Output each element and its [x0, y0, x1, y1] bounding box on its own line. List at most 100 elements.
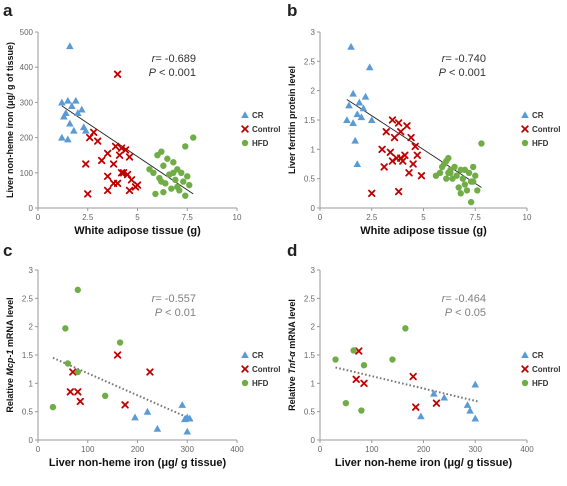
- point-cr-6: [359, 104, 368, 112]
- x-tick-label: 2.5: [82, 213, 94, 222]
- axes: [37, 270, 237, 441]
- point-control-3: [382, 128, 390, 136]
- y-tick-label: 2.5: [22, 294, 34, 303]
- point-control-legend: [241, 125, 249, 133]
- point-hfd-22: [438, 163, 446, 171]
- point-hfd-3: [154, 152, 161, 159]
- y-tick-label: 3: [311, 266, 316, 275]
- point-cr-3: [64, 96, 72, 104]
- x-tick-label: 10: [233, 213, 242, 222]
- panel-letter: c: [3, 241, 12, 260]
- point-cr-11: [349, 119, 357, 126]
- point-cr-8: [60, 112, 68, 120]
- trend-line: [346, 99, 482, 188]
- y-axis-title: Liver ferritin protein level: [287, 66, 297, 174]
- point-cr-7: [77, 105, 86, 113]
- point-control-2: [360, 379, 368, 388]
- y-tick-label: 0: [29, 436, 34, 445]
- point-hfd-26: [467, 198, 475, 206]
- y-tick-label: 1: [29, 379, 34, 388]
- point-control-5: [121, 401, 129, 409]
- y-tick-label: 1: [311, 145, 316, 154]
- y-tick-label: 0: [311, 436, 316, 445]
- series-control: [368, 116, 426, 198]
- series-control: [66, 351, 154, 409]
- x-axis-title: Liver non-heme iron (μg/ g tissue): [335, 457, 513, 469]
- point-control-6: [76, 397, 84, 406]
- point-control-4: [86, 133, 94, 142]
- point-hfd-7: [160, 162, 167, 169]
- series-cr: [417, 380, 480, 422]
- trend-line: [52, 356, 188, 419]
- point-hfd-2: [116, 339, 124, 346]
- legend: CR Control HFD: [241, 111, 280, 148]
- p-value: P < 0.001: [149, 67, 196, 79]
- point-control-9: [109, 160, 118, 168]
- point-control-6: [407, 133, 415, 142]
- point-cr-0: [178, 401, 187, 408]
- point-cr-2: [349, 89, 357, 97]
- legend-label-cr: CR: [532, 351, 544, 360]
- point-control-11: [82, 160, 90, 168]
- y-axis-title: Relative Mcp-1 mRNA level: [5, 297, 15, 412]
- series-control: [82, 70, 142, 198]
- point-control-8: [115, 151, 124, 159]
- legend-label-hfd: HFD: [532, 379, 549, 388]
- point-control-18: [127, 176, 136, 184]
- point-cr-13: [353, 160, 362, 168]
- y-tick-label: 1.5: [304, 116, 316, 125]
- point-hfd-legend: [521, 139, 529, 147]
- point-control-0: [355, 347, 363, 355]
- point-hfd-0: [402, 325, 409, 332]
- point-cr-4: [355, 98, 364, 106]
- point-control-1: [146, 368, 154, 376]
- point-hfd-19: [186, 181, 193, 189]
- point-hfd-17: [432, 172, 440, 179]
- legend-label-cr: CR: [252, 111, 264, 120]
- point-control-20: [113, 179, 122, 188]
- point-hfd-6: [358, 407, 365, 414]
- series-cr: [343, 42, 376, 168]
- point-cr-legend: [241, 351, 249, 359]
- point-hfd-2: [469, 163, 477, 171]
- x-axis-title: White adipose tissue (g): [74, 225, 201, 237]
- point-control-3: [409, 372, 417, 381]
- point-hfd-4: [360, 362, 368, 369]
- legend-label-hfd: HFD: [252, 379, 269, 388]
- y-axis-title: Relative Tnf-α mRNA level: [287, 299, 297, 411]
- point-control-0: [113, 351, 122, 359]
- series-hfd: [432, 140, 485, 206]
- y-tick-label: 0: [29, 204, 34, 213]
- point-hfd-25: [170, 169, 177, 176]
- series-hfd: [49, 286, 124, 411]
- point-cr-12: [351, 136, 359, 144]
- point-hfd-10: [184, 173, 191, 180]
- point-hfd-0: [74, 286, 82, 294]
- point-hfd-10: [472, 172, 479, 179]
- r-value: r= -0.557: [152, 293, 196, 305]
- y-tick-label: 1.5: [22, 351, 34, 360]
- point-cr-0: [66, 42, 74, 50]
- point-control-3: [74, 388, 82, 396]
- x-tick-label: 200: [417, 445, 431, 454]
- legend-label-control: Control: [252, 125, 280, 134]
- point-hfd-13: [459, 175, 467, 182]
- point-cr-14: [64, 135, 72, 143]
- x-tick-label: 5: [421, 213, 426, 222]
- x-tick-label: 2.5: [366, 213, 378, 222]
- point-control-19: [394, 187, 403, 196]
- point-cr-0: [347, 42, 355, 50]
- point-cr-1: [365, 63, 374, 71]
- point-control-2: [403, 122, 411, 130]
- point-control-8: [378, 145, 386, 154]
- point-control-9: [386, 148, 395, 156]
- y-tick-label: 2.5: [304, 294, 316, 303]
- point-cr-legend: [521, 111, 529, 119]
- legend: CR Control HFD: [241, 351, 280, 388]
- point-control-0: [113, 70, 122, 78]
- point-cr-0: [471, 380, 480, 388]
- axes: [319, 270, 527, 441]
- point-hfd-0: [478, 140, 485, 147]
- point-control-5: [390, 133, 399, 142]
